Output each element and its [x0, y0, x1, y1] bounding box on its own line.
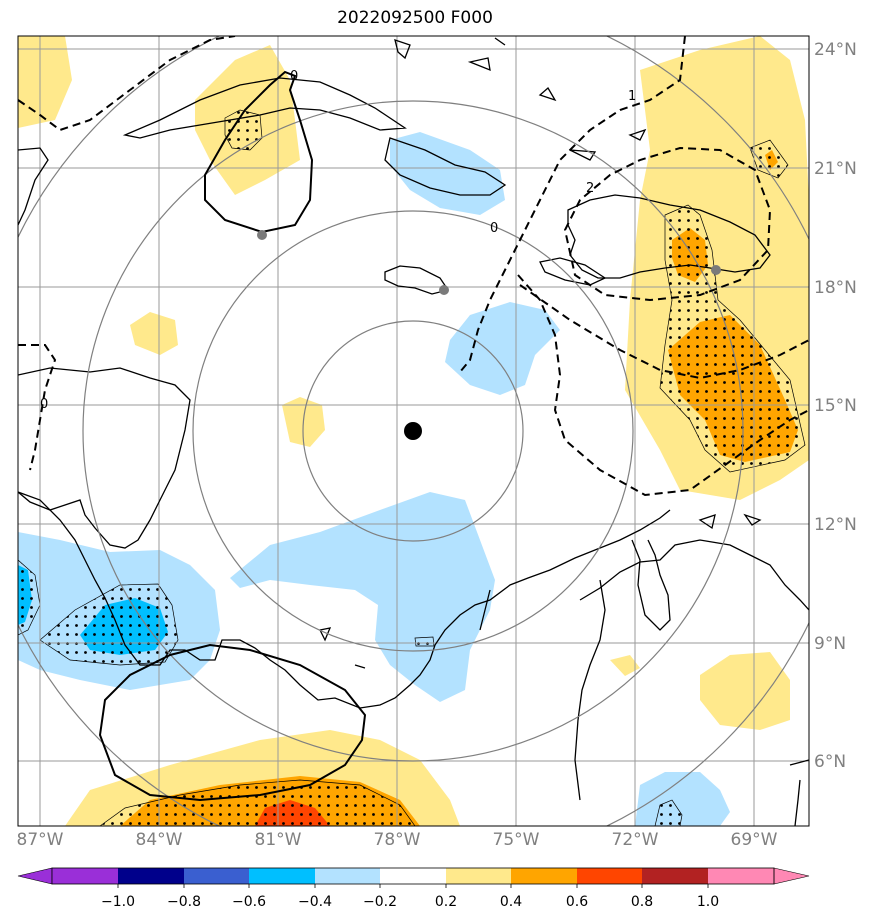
dashed-contours	[18, 36, 809, 497]
lat-label: 6°N	[814, 752, 846, 772]
contour-labels: 0 0 0 1 2	[40, 69, 636, 412]
positive-area-small-1	[130, 312, 178, 355]
positive-area-small-3	[610, 655, 640, 676]
coast-south-edge	[789, 759, 809, 826]
colorbar-cell	[249, 868, 315, 884]
colorbar: −1.0 −0.8 −0.6 −0.4 −0.2 0.2 0.4 0.6 0.8…	[17, 867, 810, 910]
colorbar-tick-label: 0.8	[631, 894, 653, 910]
colorbar-cell	[577, 868, 642, 884]
coast-bahamas	[394, 37, 647, 161]
colorbar-cell	[17, 867, 53, 885]
lat-label: 9°N	[814, 634, 846, 654]
coast-islands	[319, 513, 762, 669]
colorbar-tick-label: −0.4	[298, 894, 332, 910]
lat-label: 24°N	[814, 40, 857, 60]
colorbar-cell	[446, 868, 511, 884]
colorbar-cell	[184, 868, 249, 884]
coast-honduras	[18, 491, 671, 709]
lon-label: 75°W	[493, 830, 540, 850]
anomaly-shading-negative	[18, 132, 730, 826]
storm-center-marker	[404, 422, 422, 440]
lon-label: 81°W	[255, 830, 302, 850]
lat-label: 12°N	[814, 515, 857, 535]
coast-inland	[574, 579, 606, 801]
colorbar-tick-label: −0.2	[363, 894, 397, 910]
contour-label: 0	[40, 397, 48, 412]
positive-area-venezuela	[700, 652, 790, 730]
contour-label: 0	[490, 221, 498, 236]
contour-label: 2	[586, 181, 594, 196]
lat-label: 18°N	[814, 278, 857, 298]
longitude-labels: 87°W 84°W 81°W 78°W 75°W 72°W 69°W	[17, 830, 778, 850]
coast-gulf-venezuela	[631, 539, 671, 631]
lon-label: 87°W	[17, 830, 64, 850]
colorbar-tick-label: 1.0	[697, 894, 719, 910]
lon-label: 84°W	[136, 830, 183, 850]
colorbar-cell	[118, 868, 184, 884]
contour-label: 1	[628, 89, 636, 104]
colorbar-cell	[315, 868, 380, 884]
solid-contours	[98, 70, 367, 802]
colorbar-tick-label: −1.0	[101, 894, 135, 910]
colorbar-tick-label: 0.2	[435, 894, 457, 910]
coast-cuba-east	[384, 137, 507, 196]
colorbar-cell	[642, 868, 708, 884]
track-points	[257, 230, 721, 295]
lat-label: 15°N	[814, 396, 857, 416]
coast-panama-edge	[479, 589, 491, 631]
colorbar-tick-label: 0.4	[500, 894, 522, 910]
colorbar-tick-label: 0.6	[566, 894, 588, 910]
lat-label: 21°N	[814, 159, 857, 179]
colorbar-tick-label: −0.8	[167, 894, 201, 910]
positive-area-nw	[18, 36, 72, 128]
colorbar-cell	[52, 868, 118, 884]
coastlines	[18, 37, 809, 826]
colorbar-cell	[380, 868, 446, 884]
lon-label: 69°W	[731, 830, 778, 850]
coast-florida-keys	[18, 147, 49, 226]
coast-hispaniola-south	[539, 257, 607, 286]
latitude-labels: 24°N 21°N 18°N 15°N 12°N 9°N 6°N	[814, 40, 857, 772]
map-frame	[17, 35, 810, 827]
coast-central-america	[18, 367, 191, 549]
colorbar-tick-label: −0.6	[232, 894, 266, 910]
lon-label: 72°W	[612, 830, 659, 850]
colorbar-cell	[708, 868, 774, 884]
colorbar-cell	[773, 867, 810, 885]
coast-colombia-venezuela	[579, 539, 809, 611]
contour-label: 0	[290, 69, 298, 84]
range-rings	[18, 36, 809, 826]
colorbar-cell	[511, 868, 577, 884]
map-title: 2022092500 F000	[337, 8, 493, 28]
coast-cuba	[122, 77, 407, 139]
lon-label: 78°W	[374, 830, 421, 850]
coast-jamaica	[384, 265, 450, 295]
graticule	[18, 36, 809, 826]
